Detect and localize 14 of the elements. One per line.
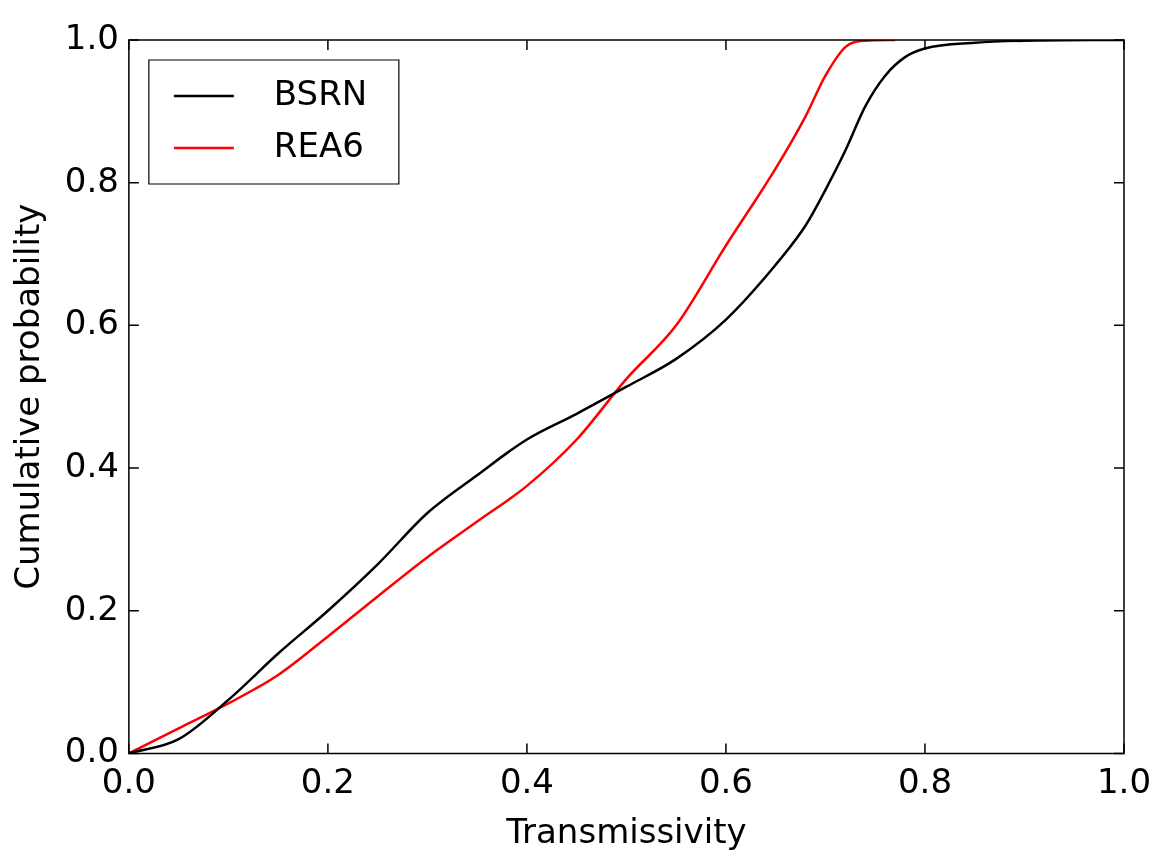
y-tick-label: 0.4 — [64, 444, 119, 485]
y-tick-label: 0.6 — [64, 302, 119, 343]
y-tick-label: 0.2 — [64, 587, 119, 628]
y-tick-label: 0.8 — [64, 159, 119, 200]
y-axis-title: Cumulative probability — [7, 203, 48, 590]
x-tick-label: 0.8 — [897, 760, 953, 801]
legend-label: BSRN — [273, 72, 368, 113]
x-tick-label: 0.2 — [300, 760, 355, 801]
x-tick-label: 0.6 — [698, 760, 753, 801]
legend-label: REA6 — [273, 124, 364, 165]
x-axis-title: Transmissivity — [505, 811, 747, 852]
x-tick-label: 0.4 — [499, 760, 554, 801]
x-tick-label: 1.0 — [1096, 760, 1152, 801]
y-tick-label: 1.0 — [64, 16, 119, 57]
